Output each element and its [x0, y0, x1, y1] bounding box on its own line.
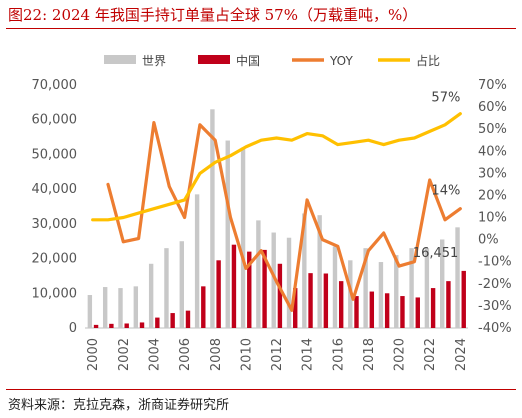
x-axis-tick-label: 2024: [454, 338, 469, 371]
bar-世界: [286, 237, 292, 328]
bar-世界: [271, 232, 276, 328]
source-note: 资料来源：克拉克森，浙商证券研究所: [8, 398, 230, 413]
bar-中国: [170, 313, 175, 328]
bar-世界: [378, 262, 384, 328]
right-axis-tick-label: 10%: [478, 211, 507, 226]
bar-中国: [231, 244, 237, 328]
x-axis-tick-label: 2012: [270, 338, 285, 371]
legend-swatch-世界: [104, 55, 136, 64]
bar-世界: [256, 220, 261, 328]
bar-世界: [394, 255, 399, 328]
bar-世界: [118, 288, 123, 328]
bar-世界: [409, 248, 414, 328]
bar-中国: [262, 249, 267, 328]
bar-世界: [225, 140, 230, 328]
bar-中国: [201, 286, 206, 328]
bar-世界: [179, 241, 184, 328]
bar-中国: [369, 291, 375, 328]
bar-世界: [424, 248, 430, 328]
left-axis-tick-label: 30,000: [32, 217, 78, 232]
bar-中国: [323, 273, 329, 328]
bar-中国: [400, 296, 405, 328]
bar-世界: [87, 295, 93, 328]
data-label-YOY: 14%: [431, 184, 460, 199]
bar-中国: [109, 323, 114, 328]
bar-中国: [277, 263, 283, 328]
bar-世界: [148, 263, 154, 328]
bar-世界: [455, 227, 460, 328]
bar-中国: [308, 273, 313, 328]
bar-世界: [164, 248, 169, 328]
x-axis-tick-label: 2016: [331, 338, 346, 371]
x-axis-tick-label: 2020: [393, 338, 408, 371]
right-axis-tick-label: 0%: [478, 233, 499, 248]
right-axis-tick-label: 20%: [478, 188, 507, 203]
right-axis-tick-label: -20%: [478, 277, 512, 292]
bar-世界: [440, 239, 445, 328]
bar-中国: [93, 324, 99, 328]
x-axis-tick-label: 2022: [423, 338, 438, 371]
legend-swatch-中国: [198, 55, 230, 64]
x-axis-tick-label: 2000: [86, 338, 101, 371]
line-series-YOY: [106, 121, 462, 312]
x-axis-tick-label: 2008: [209, 338, 224, 371]
bar-中国: [461, 270, 466, 328]
left-axis-tick-label: 0: [69, 321, 77, 336]
bar-中国: [415, 297, 420, 328]
right-axis-tick-label: 60%: [478, 100, 507, 115]
bar-中国: [216, 260, 221, 328]
bar-中国: [384, 293, 390, 328]
legend-label-中国: 中国: [236, 53, 260, 68]
legend-label-世界: 世界: [142, 54, 166, 68]
x-axis-tick-label: 2014: [301, 338, 316, 371]
legend-label-占比: 占比: [416, 53, 440, 68]
x-axis-tick-label: 2004: [147, 338, 162, 371]
bar-世界: [363, 248, 368, 328]
x-axis-tick-label: 2010: [239, 338, 254, 371]
line-series-占比: [91, 112, 462, 222]
left-axis-tick-label: 20,000: [32, 252, 78, 267]
bar-中国: [247, 251, 252, 328]
x-axis-tick-label: 2018: [362, 338, 377, 371]
bar-世界: [102, 287, 108, 328]
right-axis-tick-label: 30%: [478, 166, 507, 181]
x-axis-tick-label: 2002: [117, 338, 132, 371]
left-axis-tick-label: 10,000: [32, 286, 78, 301]
right-axis-tick-label: 70%: [478, 78, 507, 93]
right-axis-tick-label: -30%: [478, 299, 512, 314]
bar-中国: [338, 281, 344, 328]
data-label-中国: 16,451: [413, 246, 459, 261]
bar-中国: [124, 323, 129, 328]
right-axis-tick-label: -10%: [478, 255, 512, 270]
bar-中国: [354, 296, 359, 328]
right-axis-tick-label: 50%: [478, 122, 507, 137]
bar-中国: [139, 322, 145, 328]
legend-label-YOY: YOY: [329, 54, 353, 68]
source-divider: [6, 389, 516, 390]
bar-中国: [430, 288, 436, 328]
bar-世界: [317, 215, 322, 328]
bar-中国: [293, 288, 298, 328]
left-axis-tick-label: 50,000: [32, 147, 78, 162]
title-divider: [6, 28, 516, 29]
bar-中国: [155, 317, 160, 328]
bar-中国: [185, 310, 191, 328]
bar-中国: [446, 281, 451, 328]
left-axis-tick-label: 40,000: [32, 182, 78, 197]
bar-世界: [302, 213, 307, 328]
bar-世界: [133, 286, 139, 328]
bar-世界: [194, 194, 200, 328]
right-axis-tick-label: -40%: [478, 321, 512, 336]
left-axis-tick-label: 70,000: [32, 78, 78, 93]
bar-世界: [240, 147, 246, 328]
right-axis-tick-label: 40%: [478, 144, 507, 159]
x-axis-tick-label: 2006: [178, 338, 193, 371]
left-axis-tick-label: 60,000: [32, 113, 78, 128]
bar-世界: [332, 246, 338, 328]
data-label-占比: 57%: [431, 91, 460, 106]
bar-世界: [210, 109, 215, 328]
chart: 0 10,000 20,000 30,000 40,000 50,000 60,000 70,…: [32, 53, 512, 371]
figure-title: 图22: 2024 年我国手持订单量占全球 57%（万载重吨，%）: [8, 6, 418, 24]
